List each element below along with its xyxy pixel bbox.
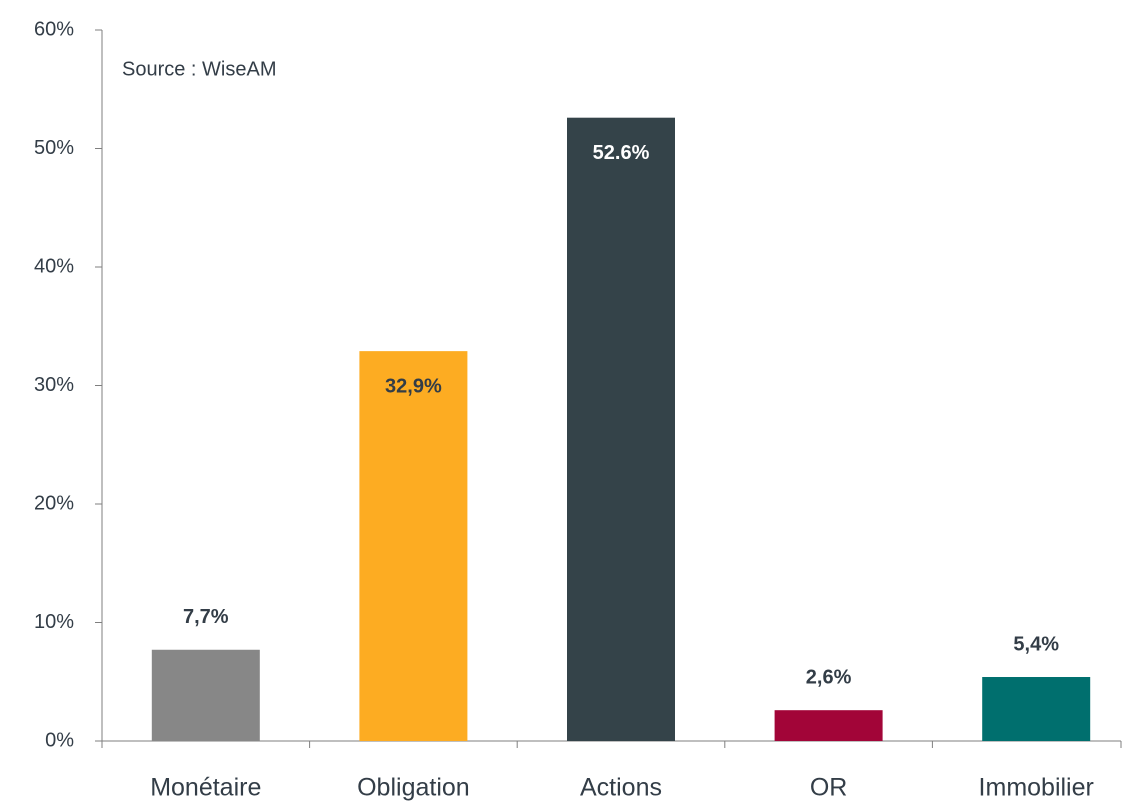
y-tick-label: 0% bbox=[45, 729, 74, 751]
bar bbox=[567, 117, 675, 741]
x-tick-label: Actions bbox=[580, 774, 662, 802]
x-tick-label: Immobilier bbox=[979, 774, 1094, 802]
value-label: 32,9% bbox=[385, 375, 442, 397]
y-tick-label: 20% bbox=[34, 492, 74, 514]
x-tick-label: Monétaire bbox=[150, 774, 261, 802]
value-label: 2,6% bbox=[806, 666, 852, 688]
y-tick-label: 40% bbox=[34, 255, 74, 277]
y-tick-label: 30% bbox=[34, 374, 74, 396]
y-tick-label: 60% bbox=[34, 18, 74, 40]
value-label: 7,7% bbox=[183, 606, 229, 628]
x-tick-label: Obligation bbox=[357, 774, 470, 802]
y-tick-label: 10% bbox=[34, 611, 74, 633]
bar bbox=[982, 677, 1091, 741]
bar bbox=[774, 710, 883, 741]
value-label: 52.6% bbox=[593, 142, 650, 164]
bar bbox=[359, 351, 468, 741]
x-tick-label: OR bbox=[810, 774, 848, 802]
y-tick-label: 50% bbox=[34, 137, 74, 159]
value-label: 5,4% bbox=[1013, 633, 1059, 655]
annotation: Source : WiseAM bbox=[122, 58, 276, 80]
bar bbox=[151, 649, 260, 741]
